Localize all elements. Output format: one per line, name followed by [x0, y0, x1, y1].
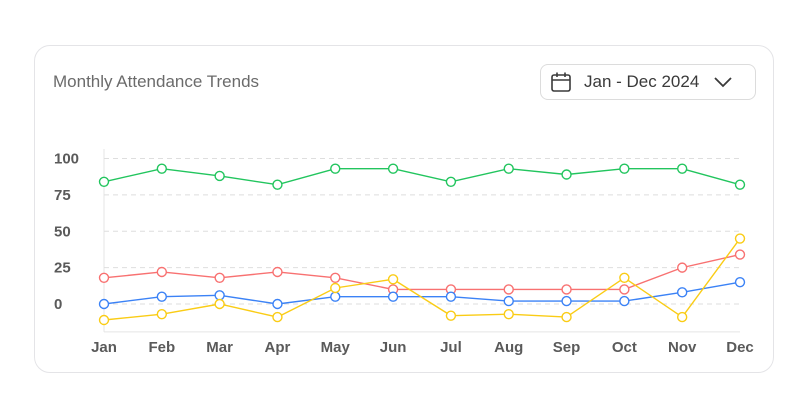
data-point	[330, 163, 341, 174]
series-line-0	[103, 167, 741, 186]
x-tick-label: Aug	[494, 339, 523, 356]
y-tick-label: 25	[54, 260, 71, 277]
data-point	[330, 282, 341, 294]
x-tick-label: Dec	[726, 339, 754, 356]
data-point	[98, 176, 110, 187]
data-point	[734, 276, 746, 288]
calendar-icon	[551, 72, 571, 92]
data-point	[445, 291, 457, 302]
data-point	[676, 287, 688, 298]
data-point	[214, 272, 225, 284]
data-point	[676, 163, 688, 174]
data-point	[156, 308, 168, 320]
data-point	[272, 266, 283, 278]
data-point	[214, 298, 225, 310]
x-tick-label: Mar	[206, 339, 233, 356]
y-tick-label: 100	[54, 151, 79, 168]
x-tick-label: Jun	[380, 339, 407, 356]
y-tick-label: 50	[54, 223, 71, 240]
data-point	[445, 310, 457, 321]
data-point	[734, 179, 746, 190]
x-tick-label: Oct	[612, 339, 637, 356]
data-point	[676, 262, 688, 273]
series-line-2	[103, 281, 741, 305]
y-tick-label: 75	[54, 187, 71, 204]
data-point	[503, 295, 514, 307]
y-tick-label: 0	[54, 296, 62, 313]
data-point	[445, 176, 457, 187]
data-point	[387, 274, 399, 285]
data-point	[561, 295, 572, 307]
data-point	[387, 163, 399, 174]
data-point	[98, 272, 110, 284]
date-range-label: Jan - Dec 2024	[584, 72, 700, 91]
x-tick-label: Jul	[440, 339, 462, 356]
data-point	[214, 290, 225, 301]
data-point	[156, 163, 168, 174]
data-point	[156, 266, 168, 278]
data-point	[214, 170, 225, 182]
data-point	[619, 284, 630, 295]
data-point	[503, 308, 514, 320]
series-line-3	[103, 238, 741, 321]
data-point	[272, 311, 283, 323]
series-line-1	[103, 253, 741, 291]
data-point	[561, 311, 572, 323]
date-range-picker[interactable]: Jan - Dec 2024	[540, 64, 756, 100]
x-tick-label: Sep	[553, 339, 581, 356]
x-tick-label: Nov	[668, 339, 697, 356]
data-point	[561, 284, 572, 295]
x-tick-label: Apr	[265, 339, 291, 356]
data-point	[387, 291, 399, 302]
data-point	[98, 314, 110, 326]
data-point	[156, 291, 168, 302]
chevron-down-icon	[714, 77, 732, 88]
data-point	[676, 311, 688, 323]
data-point	[619, 163, 630, 174]
x-tick-label: Jan	[91, 339, 117, 356]
data-point	[619, 272, 630, 284]
data-point	[330, 291, 341, 302]
data-point	[330, 272, 341, 284]
data-point	[98, 298, 110, 310]
attendance-card: Monthly Attendance Trends Jan - Dec 2024	[34, 45, 774, 373]
data-point	[272, 298, 283, 310]
x-tick-label: May	[321, 339, 351, 356]
data-point	[734, 249, 746, 260]
x-tick-label: Feb	[148, 339, 175, 356]
data-point	[619, 295, 630, 307]
data-point	[734, 233, 746, 244]
data-point	[272, 179, 283, 190]
data-point	[503, 163, 514, 174]
data-point	[561, 169, 572, 180]
chart-title: Monthly Attendance Trends	[53, 72, 260, 91]
data-point	[503, 284, 514, 295]
